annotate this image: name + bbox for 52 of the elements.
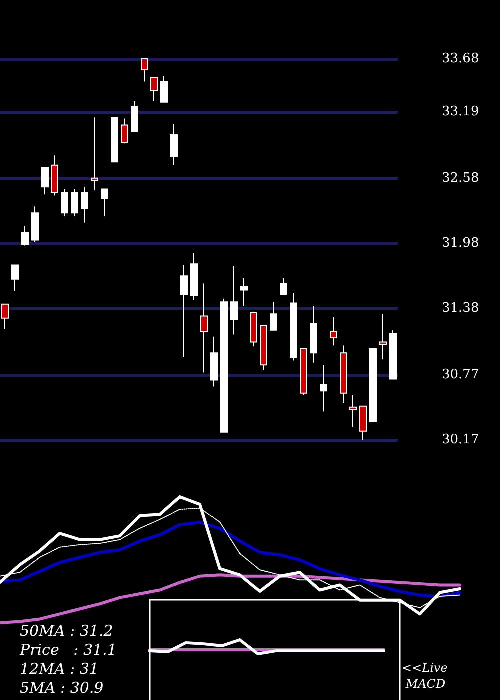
candlestick xyxy=(81,186,88,224)
candlestick xyxy=(31,206,39,243)
y-tick-label: 32.58 xyxy=(442,170,480,186)
candlestick xyxy=(141,58,148,82)
candlestick xyxy=(330,316,337,346)
candlestick xyxy=(170,124,178,166)
candlestick xyxy=(230,266,238,336)
candlestick xyxy=(210,336,218,388)
candlestick xyxy=(21,226,29,246)
candlestick xyxy=(379,314,387,360)
y-tick-label: 33.68 xyxy=(442,52,480,66)
candlestick xyxy=(300,348,307,396)
y-tick-label: 33.19 xyxy=(442,104,480,120)
candlestick xyxy=(61,188,68,217)
annotation: 50MA : 31.2 xyxy=(20,622,114,640)
candlestick xyxy=(349,394,357,428)
candlestick xyxy=(200,283,208,374)
candlestick xyxy=(91,117,98,191)
candlestick xyxy=(220,298,228,433)
y-tick-label: 31.38 xyxy=(442,301,480,316)
candlestick xyxy=(270,302,277,331)
candlestick xyxy=(369,348,377,422)
candlestick xyxy=(190,252,198,300)
candlestick xyxy=(240,278,248,307)
candlestick xyxy=(160,76,168,103)
candlestick xyxy=(131,100,138,132)
candlestick xyxy=(121,118,128,144)
candlestick xyxy=(180,264,188,358)
candlestick xyxy=(389,330,397,380)
y-tick-label: 31.98 xyxy=(442,236,480,252)
candlestick xyxy=(11,264,19,292)
text: 5MA : 30.9 xyxy=(20,679,104,697)
candlestick xyxy=(320,364,327,412)
candlestick xyxy=(101,188,108,217)
candlestick xyxy=(310,306,317,364)
text: 12MA : 31 xyxy=(20,660,99,678)
y-tick-label: 30.77 xyxy=(442,367,480,382)
candlestick xyxy=(260,326,267,372)
candlestick xyxy=(41,167,49,196)
candlestick xyxy=(51,155,58,196)
candlestick xyxy=(280,278,287,296)
text: <<Live MACD xyxy=(402,661,448,691)
candlestick xyxy=(71,188,78,217)
candlestick xyxy=(250,311,257,348)
text: Price : 31.1 xyxy=(19,641,117,659)
candlestick xyxy=(1,304,9,330)
candlestick xyxy=(111,117,118,163)
candlestick xyxy=(340,345,347,404)
candlestick xyxy=(359,406,367,440)
candlestick xyxy=(290,292,297,362)
candlestick xyxy=(150,76,158,102)
y-tick-label: 30.17 xyxy=(442,432,480,448)
